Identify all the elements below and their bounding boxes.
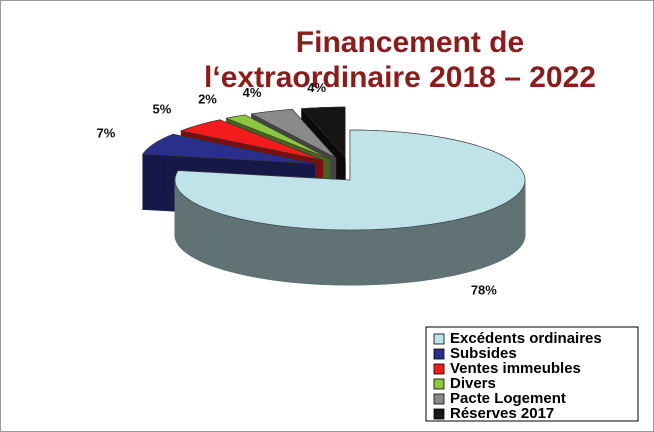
value-label: 7%: [96, 125, 115, 140]
legend-swatch: [433, 363, 445, 375]
slice-side: [411, 225, 418, 283]
legend-label: Ventes immeubles: [450, 360, 581, 377]
slice-top: [142, 133, 315, 164]
value-label: 4%: [243, 85, 262, 100]
slice-side: [483, 210, 488, 268]
slice-side: [350, 229, 357, 286]
slice-side: [386, 228, 393, 285]
slice-side: [366, 229, 372, 286]
slice-side: [371, 229, 378, 285]
slice-side: [506, 200, 510, 258]
slice-side: [461, 217, 466, 274]
slice-side: [406, 226, 413, 283]
slice-side: [314, 228, 320, 285]
legend-swatch: [433, 393, 445, 405]
slice-side: [308, 228, 315, 285]
legend-label: Subsides: [450, 345, 517, 362]
slice-side: [260, 222, 266, 280]
slice-side: [421, 224, 427, 281]
legend-label: Réserves 2017: [450, 405, 554, 422]
slice-side: [284, 226, 290, 283]
slice-side: [426, 223, 432, 281]
slice-side: [496, 205, 500, 263]
slice-side: [457, 218, 462, 275]
slice-side: [274, 224, 280, 282]
slice-top: [225, 114, 330, 159]
slice-side: [498, 204, 503, 262]
legend-swatch: [433, 348, 445, 360]
slice-side: [256, 221, 262, 279]
slice-side: [501, 203, 505, 261]
slice-side: [376, 228, 383, 285]
chart-title: l‘extraordinaire 2018 – 2022: [204, 61, 596, 94]
slice-side: [265, 223, 271, 280]
slice-side: [360, 229, 367, 286]
slice-side: [472, 214, 478, 271]
slice-side: [381, 228, 388, 285]
slice: [174, 129, 526, 286]
pie: [141, 106, 526, 286]
legend-swatch: [433, 333, 445, 345]
slice-side: [448, 219, 454, 277]
slice-top: [174, 129, 526, 231]
slice-side: [401, 226, 408, 284]
legend-swatch: [433, 408, 445, 420]
slice-side: [469, 215, 474, 272]
value-label: 2%: [198, 91, 217, 106]
slice-side: [298, 227, 305, 284]
legend-box: [425, 326, 639, 422]
slice-top: [250, 109, 337, 159]
slice-side: [444, 220, 450, 278]
slice-top: [180, 119, 323, 161]
slice-side: [355, 229, 362, 286]
slice-side: [416, 225, 423, 282]
slice-side: [329, 229, 336, 286]
slice-side: [269, 224, 276, 281]
slice-side: [293, 227, 300, 284]
slice-side: [324, 229, 331, 285]
slice-side: [452, 219, 458, 276]
legend-label: Pacte Logement: [450, 390, 566, 407]
slice-side: [493, 206, 497, 265]
slice-side: [439, 221, 445, 279]
slice-side: [288, 226, 295, 283]
slice-side: [430, 223, 437, 280]
slice-side: [480, 211, 485, 269]
chart-title: Financement de: [296, 26, 524, 59]
slice-side: [334, 229, 341, 286]
slice-side: [279, 225, 285, 282]
labels: 78% 7% 5% 2% 4% 4%: [96, 80, 497, 298]
legend-swatch: [433, 378, 445, 390]
value-label: 78%: [471, 283, 497, 298]
slice-side: [345, 229, 351, 286]
slice-side: [391, 227, 398, 284]
slice-side: [339, 229, 346, 286]
slice-side: [396, 227, 403, 284]
value-label: 5%: [153, 102, 172, 117]
slice-top: [301, 106, 346, 158]
slice-side: [435, 222, 441, 279]
slice-side: [486, 209, 491, 267]
slice-side: [490, 208, 494, 266]
slice-side: [465, 216, 470, 273]
slice-side: [476, 212, 481, 270]
slice-side: [303, 227, 310, 284]
legend-label: Excédents ordinaires: [450, 330, 602, 347]
slice-side: [319, 228, 325, 285]
legend-label: Divers: [450, 375, 496, 392]
slice-side: [508, 198, 512, 257]
slice-side: [504, 201, 508, 260]
value-label: 4%: [307, 80, 326, 95]
